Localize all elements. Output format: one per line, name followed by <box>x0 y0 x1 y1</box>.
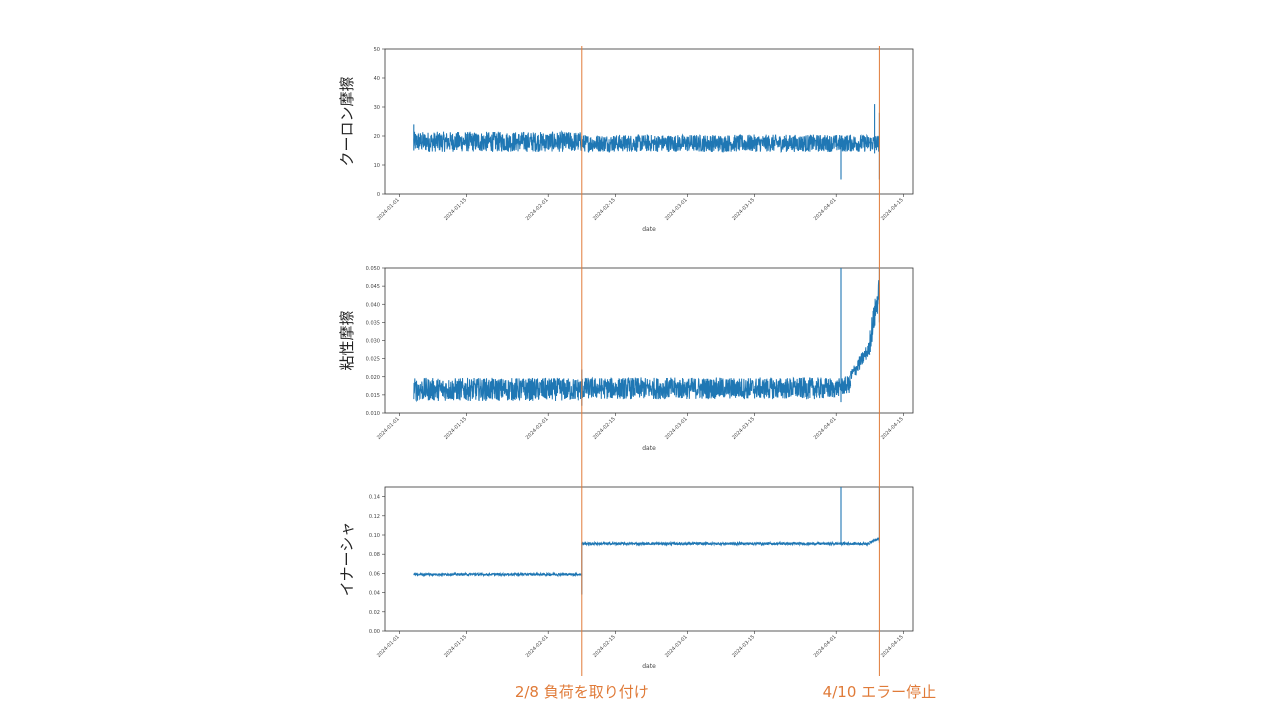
x-tick-label: 2024-03-01 <box>664 416 689 441</box>
y-axis-label: 粘性摩擦 <box>338 310 356 370</box>
series-line-segment-2 <box>581 376 832 400</box>
x-tick-label: 2024-02-15 <box>592 416 617 441</box>
y-tick-label: 0.040 <box>366 302 380 308</box>
x-axis-label: date <box>642 663 656 670</box>
x-tick-label: 2024-03-15 <box>731 416 756 441</box>
x-tick-label: 2024-01-01 <box>376 197 401 222</box>
x-tick-label: 2024-02-15 <box>592 197 617 222</box>
y-tick-label: 0.030 <box>366 339 380 345</box>
x-tick-label: 2024-01-15 <box>443 416 468 441</box>
y-tick-label: 0.00 <box>369 629 380 635</box>
plot-frame <box>384 486 914 632</box>
x-tick-label: 2024-04-01 <box>813 197 838 222</box>
y-tick-label: 0 <box>377 192 380 198</box>
x-tick-label: 2024-03-15 <box>731 197 756 222</box>
y-tick-label: 0.02 <box>369 610 380 616</box>
event-label: 2/8 負荷を取り付け <box>515 683 649 701</box>
x-tick-label: 2024-02-15 <box>592 634 617 659</box>
series-line-segment-2 <box>581 540 871 547</box>
series-line-segment-1 <box>413 571 583 578</box>
x-tick-label: 2024-03-15 <box>731 634 756 659</box>
event-annotations: 2/8 負荷を取り付け 4/10 エラー停止 <box>515 46 936 701</box>
y-tick-label: 20 <box>374 134 380 140</box>
series-line-segment-1 <box>413 129 583 152</box>
y-axis-label: クーロン摩擦 <box>338 76 356 166</box>
chart-panels: 0 10 20 30 40 50 2024-01-01 2024-01-15 2024-02-0… <box>338 47 914 670</box>
series-line-segment-5 <box>869 279 880 352</box>
chart-panel-3: 0.00 0.02 0.04 0.06 0.08 0.10 0.12 0.14 2024-01-… <box>338 486 914 670</box>
y-tick-label: 10 <box>374 163 380 169</box>
y-tick-label: 0.020 <box>366 375 380 381</box>
y-tick-label: 0.045 <box>366 284 380 290</box>
x-tick-label: 2024-03-01 <box>664 634 689 659</box>
y-tick-label: 0.10 <box>369 533 380 539</box>
x-tick-label: 2024-04-01 <box>813 634 838 659</box>
y-tick-label: 0.010 <box>366 411 380 417</box>
chart-panel-2: 0.010 0.015 0.020 0.025 0.030 0.035 0.040 0.045… <box>338 266 914 452</box>
x-tick-label: 2024-04-15 <box>880 416 905 441</box>
y-tick-label: 30 <box>374 105 380 111</box>
plot-frame <box>384 48 914 195</box>
x-axis-label: date <box>642 445 656 452</box>
y-tick-label: 40 <box>374 76 380 82</box>
x-tick-label: 2024-04-15 <box>880 197 905 222</box>
x-tick-label: 2024-01-15 <box>443 197 468 222</box>
x-axis-label: date <box>642 226 656 233</box>
series-line-segment-3 <box>869 537 880 544</box>
y-tick-label: 50 <box>374 47 380 53</box>
x-tick-label: 2024-03-01 <box>664 197 689 222</box>
x-tick-label: 2024-02-01 <box>525 634 550 659</box>
x-tick-label: 2024-02-01 <box>525 416 550 441</box>
y-tick-label: 0.04 <box>369 591 380 597</box>
x-tick-label: 2024-02-01 <box>525 197 550 222</box>
y-tick-label: 0.08 <box>369 552 380 558</box>
series-line-segment-2 <box>581 133 880 153</box>
x-tick-label: 2024-04-01 <box>813 416 838 441</box>
y-tick-label: 0.14 <box>369 495 380 501</box>
x-tick-label: 2024-01-01 <box>376 416 401 441</box>
x-tick-label: 2024-01-15 <box>443 634 468 659</box>
y-tick-label: 0.025 <box>366 357 380 363</box>
x-tick-label: 2024-01-01 <box>376 634 401 659</box>
y-tick-label: 0.12 <box>369 514 380 520</box>
y-tick-label: 0.015 <box>366 393 380 399</box>
chart-panel-1: 0 10 20 30 40 50 2024-01-01 2024-01-15 2024-02-0… <box>338 47 914 233</box>
y-axis-label: イナーシャ <box>338 522 356 596</box>
y-tick-label: 0.035 <box>366 320 380 326</box>
event-label: 4/10 エラー停止 <box>823 683 936 701</box>
y-tick-label: 0.06 <box>369 571 380 577</box>
y-tick-label: 0.050 <box>366 266 380 272</box>
series-line-segment-4 <box>850 342 871 379</box>
x-tick-label: 2024-04-15 <box>880 634 905 659</box>
series-line-segment-1 <box>413 377 583 403</box>
